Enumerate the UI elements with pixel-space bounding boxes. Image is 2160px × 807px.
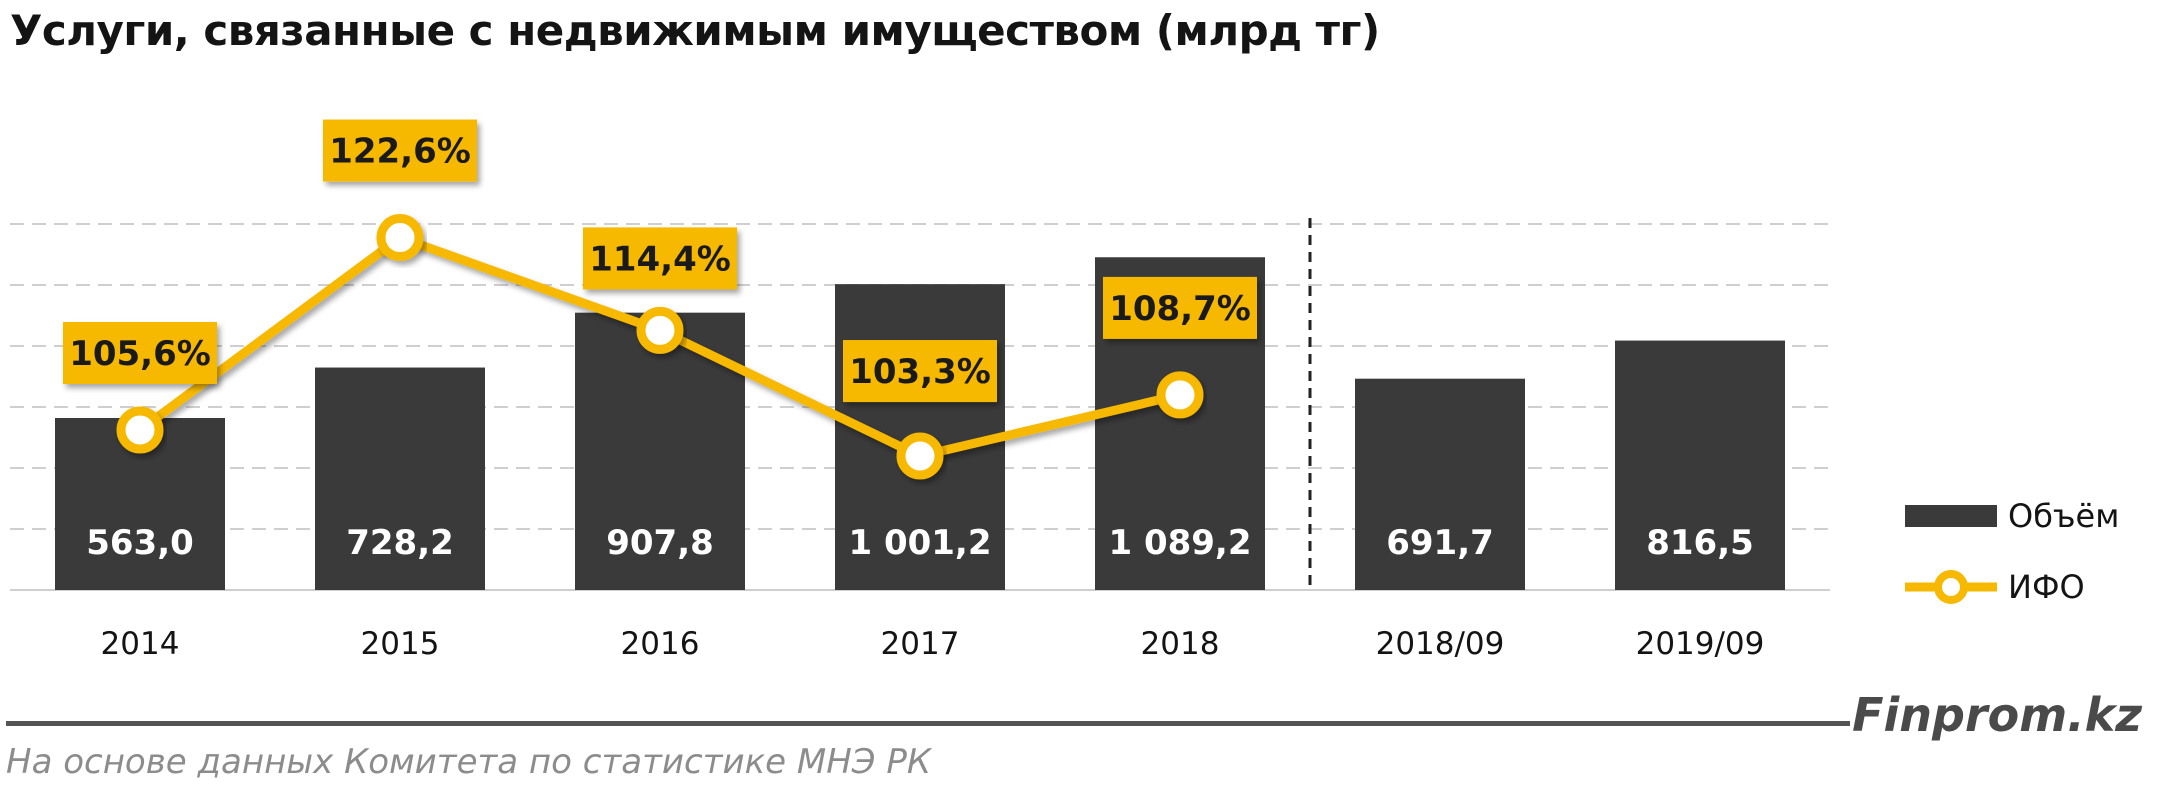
- bar-value-label: 691,7: [1386, 523, 1494, 563]
- legend-label-volume: Объём: [2008, 497, 2119, 535]
- bar-2019/09: [1615, 340, 1785, 590]
- bar-2018/09: [1355, 378, 1525, 590]
- ifo-label-box: [1103, 276, 1257, 339]
- ifo-label-box: [843, 340, 997, 403]
- x-tick-label: 2018: [1141, 626, 1220, 662]
- x-tick-label: 2014: [101, 626, 180, 662]
- legend-swatch-bar: [1905, 505, 1997, 527]
- ifo-label: 105,6%: [63, 322, 217, 384]
- ifo-label-text: 122,6%: [329, 132, 471, 172]
- line-ifo-point: [636, 306, 684, 354]
- bar-value-label: 907,8: [606, 523, 714, 563]
- x-tick-label: 2016: [621, 626, 700, 662]
- bar-value-label: 816,5: [1646, 523, 1754, 563]
- source-note: На основе данных Комитета по статистике …: [6, 742, 931, 782]
- ifo-label-box: [63, 322, 217, 384]
- line-ifo-point: [116, 406, 164, 454]
- bar-value-label: 1 089,2: [1108, 523, 1251, 563]
- ifo-label: 108,7%: [1103, 276, 1257, 339]
- ifo-label-box: [323, 119, 477, 182]
- ifo-label: 122,6%: [323, 119, 477, 182]
- line-ifo-point: [376, 214, 424, 262]
- bar-value-label: 728,2: [346, 523, 454, 563]
- chart-title: Услуги, связанные с недвижимым имущество…: [10, 6, 1380, 55]
- ifo-label-text: 114,4%: [589, 239, 731, 279]
- line-ifo-point: [1156, 371, 1204, 419]
- bar-2015: [315, 367, 485, 590]
- ifo-label: 103,3%: [843, 340, 997, 403]
- x-tick-label: 2015: [361, 626, 440, 662]
- ifo-label-text: 105,6%: [69, 334, 211, 374]
- ifo-label-box: [583, 227, 737, 290]
- legend-label-ifo: ИФО: [2008, 568, 2085, 606]
- legend-swatch-marker: [1934, 570, 1968, 604]
- ifo-label-text: 108,7%: [1109, 289, 1251, 329]
- x-tick-label: 2019/09: [1636, 626, 1765, 662]
- line-ifo-point: [896, 432, 944, 480]
- footer-rule: [6, 721, 1850, 726]
- x-tick-label: 2017: [881, 626, 960, 662]
- bar-value-label: 1 001,2: [848, 523, 991, 563]
- ifo-label: 114,4%: [583, 227, 737, 290]
- brand-logo-text: Finprom.kz: [1852, 688, 2142, 742]
- ifo-label-text: 103,3%: [849, 352, 991, 392]
- bar-value-label: 563,0: [86, 523, 194, 563]
- x-tick-label: 2018/09: [1376, 626, 1505, 662]
- legend: Объём ИФО: [1905, 497, 2119, 606]
